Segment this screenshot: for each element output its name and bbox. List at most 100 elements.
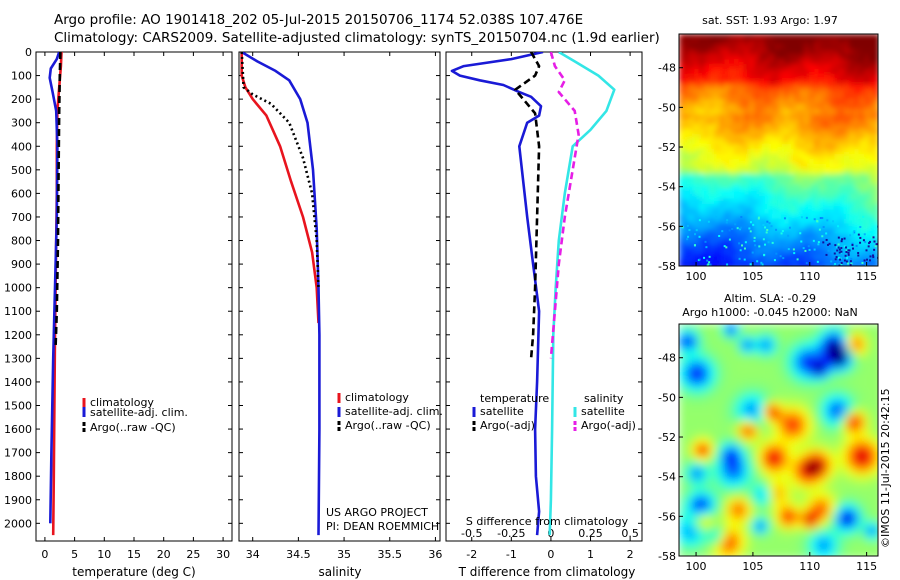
sst-cell — [849, 154, 855, 160]
sst-cell — [874, 104, 878, 110]
sst-cell — [854, 119, 860, 125]
sla-cell — [691, 384, 698, 391]
sla-cell — [721, 432, 728, 439]
sst-cell — [824, 144, 830, 150]
sla-cell — [685, 366, 692, 373]
sst-speckle — [709, 263, 712, 266]
sla-cell — [871, 552, 878, 556]
sla-cell — [811, 552, 818, 556]
sst-cell — [824, 159, 830, 165]
sst-cell — [759, 59, 765, 65]
sst-cell — [689, 189, 695, 195]
sst-cell — [754, 239, 760, 245]
sst-speckle — [775, 252, 778, 255]
sst-cell — [849, 49, 855, 55]
sla-cell — [703, 456, 710, 463]
sst-cell — [704, 94, 710, 100]
sst-cell — [729, 249, 735, 255]
legend-t-argo: Argo(-adj) — [480, 419, 535, 432]
sst-cell — [729, 254, 735, 260]
sst-speckle — [869, 255, 872, 258]
sst-cell — [794, 49, 800, 55]
sst-cell — [689, 184, 695, 190]
sla-cell — [823, 510, 830, 517]
sla-cell — [697, 498, 704, 505]
sst-cell — [814, 244, 820, 250]
sst-cell — [774, 54, 780, 60]
sst-cell — [869, 249, 875, 255]
sla-cell — [739, 408, 746, 415]
sla-cell — [745, 378, 752, 385]
sla-cell — [721, 372, 728, 379]
sst-cell — [704, 199, 710, 205]
sla-cell — [775, 402, 782, 409]
sla-cell — [727, 534, 734, 541]
sla-cell — [685, 534, 692, 541]
sst-cell — [829, 79, 835, 85]
sst-cell — [829, 224, 835, 230]
sla-cell — [781, 402, 788, 409]
sst-cell — [719, 89, 725, 95]
sst-cell — [754, 204, 760, 210]
sst-cell — [744, 184, 750, 190]
sst-cell — [804, 69, 810, 75]
y-tick-label: -50 — [658, 391, 676, 404]
sst-cell — [834, 234, 840, 240]
sst-cell — [874, 59, 878, 65]
sla-cell — [841, 354, 848, 361]
sla-cell — [691, 402, 698, 409]
sst-cell — [834, 154, 840, 160]
sla-cell — [829, 504, 836, 511]
sst-cell — [684, 84, 690, 90]
sst-cell — [719, 74, 725, 80]
sst-cell — [859, 84, 865, 90]
sla-cell — [679, 414, 686, 421]
sst-cell — [754, 179, 760, 185]
sst-cell — [739, 239, 745, 245]
sla-cell — [757, 540, 764, 547]
sst-cell — [719, 49, 725, 55]
sst-cell — [849, 224, 855, 230]
sla-cell — [799, 540, 806, 547]
sst-cell — [834, 94, 840, 100]
sst-speckle — [840, 261, 843, 264]
sst-cell — [839, 84, 845, 90]
sst-cell — [749, 94, 755, 100]
sla-cell — [727, 450, 734, 457]
sst-cell — [759, 99, 765, 105]
sst-cell — [864, 164, 870, 170]
sst-speckle — [787, 248, 790, 251]
sst-cell — [754, 79, 760, 85]
sla-cell — [781, 360, 788, 367]
sst-cell — [779, 259, 785, 265]
sst-cell — [754, 114, 760, 120]
y-tick-label: 900 — [11, 258, 32, 271]
sla-cell — [685, 444, 692, 451]
sst-cell — [789, 144, 795, 150]
sst-cell — [699, 179, 705, 185]
sla-cell — [721, 342, 728, 349]
sla-cell — [799, 474, 806, 481]
sst-cell — [769, 84, 775, 90]
sla-cell — [691, 546, 698, 553]
sst-cell — [719, 169, 725, 175]
sst-cell — [864, 144, 870, 150]
sla-cell — [763, 480, 770, 487]
sst-cell — [709, 234, 715, 240]
sst-cell — [794, 124, 800, 130]
sla-cell — [793, 336, 800, 343]
sst-cell — [719, 144, 725, 150]
sst-cell — [854, 199, 860, 205]
sst-cell — [764, 179, 770, 185]
sla-cell — [757, 552, 764, 556]
sst-cell — [799, 59, 805, 65]
sst-speckle — [851, 242, 854, 245]
sst-cell — [864, 179, 870, 185]
sst-cell — [704, 159, 710, 165]
sst-cell — [779, 134, 785, 140]
sst-cell — [744, 174, 750, 180]
sst-cell — [694, 109, 700, 115]
sla-cell — [859, 552, 866, 556]
sla-cell — [691, 378, 698, 385]
sst-cell — [764, 134, 770, 140]
